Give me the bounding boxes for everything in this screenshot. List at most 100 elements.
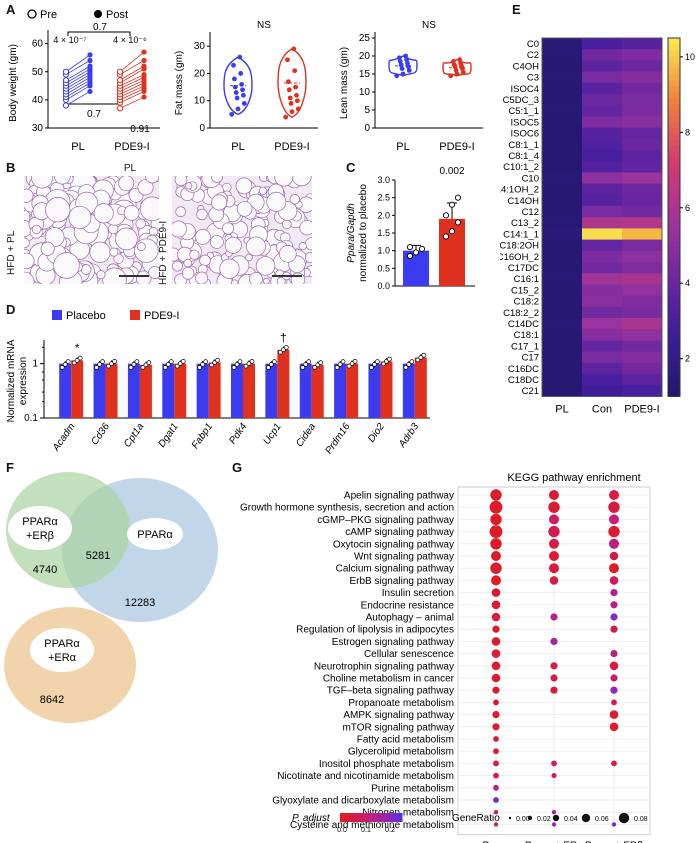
adipocyte [175, 206, 187, 218]
colorbar-segment [668, 121, 680, 129]
data-point [295, 106, 301, 112]
enrichment-dot [491, 551, 501, 561]
data-point-post [87, 52, 93, 58]
enrichment-dot [608, 525, 620, 538]
colorbar-segment [668, 85, 680, 93]
colorbar-tick-label: 2 [685, 354, 690, 364]
heatmap-cell [622, 217, 663, 229]
legend-generatio-title: GeneRatio [452, 813, 500, 824]
enrichment-dot [550, 686, 558, 694]
enrichment-dot [491, 612, 501, 622]
heatmap-cell [542, 60, 583, 73]
significance-label: NS [257, 20, 271, 31]
adipocyte [196, 208, 208, 221]
legend-padjust-swatch [366, 813, 370, 822]
pathway-label: Growth hormone synthesis, secretion and … [240, 503, 454, 514]
enrichment-dot [491, 661, 501, 671]
pair-line [65, 74, 91, 89]
y-tick-label: 15 [359, 69, 371, 80]
colorbar-segment [668, 103, 680, 111]
colorbar-segment [668, 61, 680, 69]
venn-green-label-bg [8, 506, 72, 550]
data-point [134, 359, 140, 364]
colorbar-segment [668, 229, 680, 236]
enrichment-dot [492, 723, 500, 731]
enrichment-dot [491, 637, 501, 646]
heatmap-row-label: C17_1 [511, 341, 539, 352]
enrichment-dot [610, 650, 618, 658]
adipocyte [148, 266, 159, 279]
data-point-post [141, 71, 147, 78]
data-point [453, 68, 459, 73]
heatmap-cell [582, 49, 623, 61]
column-label: Pparα [483, 841, 510, 843]
heatmap-row-label: C18DC [508, 375, 539, 386]
heatmap-cell [582, 161, 623, 173]
heatmap-cell [582, 374, 623, 386]
data-point [241, 101, 247, 106]
data-point [340, 359, 346, 364]
heatmap-cell [582, 150, 623, 162]
adipocyte [230, 279, 239, 284]
heatmap-cell [582, 273, 623, 285]
colorbar-segment [668, 312, 680, 320]
colorbar-segment [668, 55, 680, 63]
data-point [281, 347, 286, 353]
data-point [65, 359, 71, 364]
significance-label: NS [422, 20, 436, 31]
data-point [231, 365, 237, 370]
pathway-label: Oxytocin signaling pathway [333, 539, 454, 550]
colorbar-segment [668, 384, 680, 391]
data-point [293, 84, 298, 90]
enrichment-dot [550, 674, 558, 682]
data-point [442, 212, 450, 219]
enrichment-dot [609, 722, 619, 732]
adipocyte [189, 249, 200, 260]
data-point [180, 359, 186, 364]
heatmap-cell [582, 385, 623, 397]
data-point [381, 361, 386, 367]
data-point [288, 101, 294, 106]
heatmap-cell [582, 239, 623, 252]
heatmap-cell [542, 239, 583, 252]
adipocyte [30, 176, 54, 189]
enrichment-dot [493, 760, 499, 767]
data-point [241, 92, 246, 98]
adipocyte [89, 241, 111, 263]
enrichment-dot [549, 490, 559, 500]
data-point [451, 62, 457, 68]
venn-count-overlap: 5281 [86, 550, 110, 562]
histology-image-pl [24, 176, 159, 284]
legend-pde9i: PDE9-I [144, 310, 179, 322]
colorbar-segment [668, 211, 680, 218]
adipocyte [135, 270, 152, 284]
data-point [237, 54, 243, 60]
bar-placebo [93, 363, 106, 418]
enrichment-dot [611, 699, 617, 706]
pair-line [65, 65, 91, 81]
venn-blue-label-bg [127, 518, 183, 550]
enrichment-dot [493, 797, 499, 803]
colorbar-segment [668, 187, 680, 194]
enrichment-dot [610, 601, 618, 609]
y-tick-label: 5 [364, 105, 370, 116]
pathway-label: Cysteine and methionine metabolism [290, 820, 454, 831]
heatmap-row-label: C14:1OH_2 [500, 185, 539, 196]
bar-placebo [265, 363, 278, 418]
data-point [458, 60, 463, 66]
adipocyte [209, 235, 224, 249]
heatmap-cell [582, 329, 623, 341]
heatmap-cell [582, 250, 623, 263]
heatmap-cell [582, 105, 623, 117]
data-point [168, 359, 174, 364]
panel-g: KEGG pathway enrichment Apelin signaling … [240, 472, 651, 843]
data-point [266, 365, 271, 370]
pathway-label: Autophagy – animal [366, 613, 454, 624]
enrichment-dot [548, 525, 560, 538]
colorbar-segment [668, 91, 680, 99]
enrichment-dot [493, 822, 499, 827]
colorbar-segment [668, 73, 680, 81]
colorbar-segment [668, 318, 680, 326]
enrichment-dot [609, 563, 619, 574]
pair-line [119, 60, 145, 75]
